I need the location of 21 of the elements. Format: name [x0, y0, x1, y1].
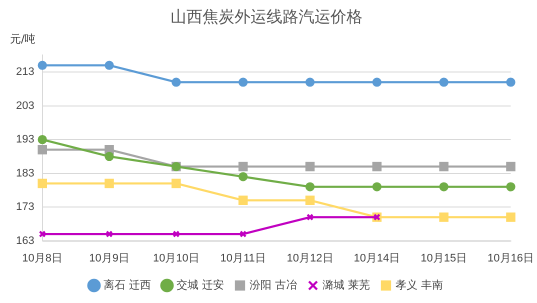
x-tick-label: 10月10日: [152, 252, 200, 264]
legend-label: 孝义 丰南: [395, 278, 443, 292]
y-axis-title: 元/吨: [10, 32, 36, 46]
y-tick-label: 213: [16, 66, 34, 78]
x-tick-label: 10月14日: [354, 252, 400, 264]
y-tick-label: 193: [16, 134, 34, 146]
y-tick-label: 163: [16, 234, 34, 247]
x-tick-label: 10月9日: [89, 252, 130, 264]
legend-label: 离石 迁西: [104, 278, 152, 292]
x-tick-label: 10月8日: [22, 252, 63, 264]
chart-title: 山西焦炭外运线路汽运价格: [170, 6, 362, 26]
y-tick-label: 173: [16, 201, 34, 214]
legend-label: 汾阳 古冶: [250, 278, 297, 292]
x-tick-label: 10月11日: [220, 252, 266, 264]
x-tick-label: 10月12日: [286, 252, 334, 264]
x-tick-label: 10月15日: [420, 252, 468, 264]
legend-label: 交城 迁安: [176, 278, 224, 292]
legend-label: 潞城 莱芜: [322, 278, 370, 292]
y-tick-label: 203: [16, 100, 34, 112]
x-tick-label: 10月16日: [488, 252, 534, 264]
y-tick-label: 183: [16, 167, 34, 180]
